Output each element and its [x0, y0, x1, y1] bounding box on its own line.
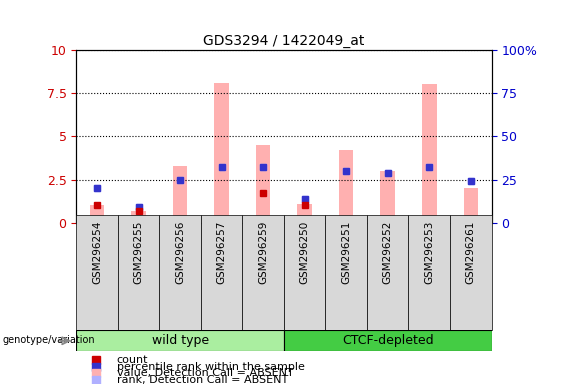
Bar: [297, 204, 312, 223]
Text: GSM296255: GSM296255: [133, 221, 144, 284]
Bar: [339, 150, 354, 223]
Bar: [367, 215, 408, 330]
Bar: [90, 205, 105, 223]
Text: GSM296250: GSM296250: [299, 221, 310, 284]
Title: GDS3294 / 1422049_at: GDS3294 / 1422049_at: [203, 33, 364, 48]
Text: GSM296257: GSM296257: [216, 221, 227, 284]
Bar: [242, 215, 284, 330]
Text: GSM296252: GSM296252: [383, 221, 393, 284]
Bar: [214, 83, 229, 223]
Bar: [422, 84, 437, 223]
Text: GSM296254: GSM296254: [92, 221, 102, 284]
Bar: [325, 215, 367, 330]
Text: GSM296259: GSM296259: [258, 221, 268, 284]
Text: CTCF-depleted: CTCF-depleted: [342, 334, 433, 347]
Bar: [284, 215, 325, 330]
Text: wild type: wild type: [151, 334, 208, 347]
Bar: [380, 171, 395, 223]
Text: GSM296253: GSM296253: [424, 221, 434, 284]
Bar: [256, 145, 271, 223]
Text: genotype/variation: genotype/variation: [2, 335, 95, 345]
Text: rank, Detection Call = ABSENT: rank, Detection Call = ABSENT: [116, 375, 288, 384]
Text: GSM296251: GSM296251: [341, 221, 351, 284]
Bar: [76, 330, 284, 351]
Bar: [408, 215, 450, 330]
Text: GSM296256: GSM296256: [175, 221, 185, 284]
Text: GSM296261: GSM296261: [466, 221, 476, 284]
Text: count: count: [116, 355, 148, 366]
Bar: [118, 215, 159, 330]
Bar: [463, 188, 478, 223]
Bar: [131, 210, 146, 223]
Text: value, Detection Call = ABSENT: value, Detection Call = ABSENT: [116, 368, 293, 378]
Bar: [284, 330, 492, 351]
Bar: [173, 166, 188, 223]
Bar: [450, 215, 492, 330]
Bar: [76, 215, 118, 330]
Text: percentile rank within the sample: percentile rank within the sample: [116, 362, 305, 372]
Bar: [159, 215, 201, 330]
Bar: [201, 215, 242, 330]
